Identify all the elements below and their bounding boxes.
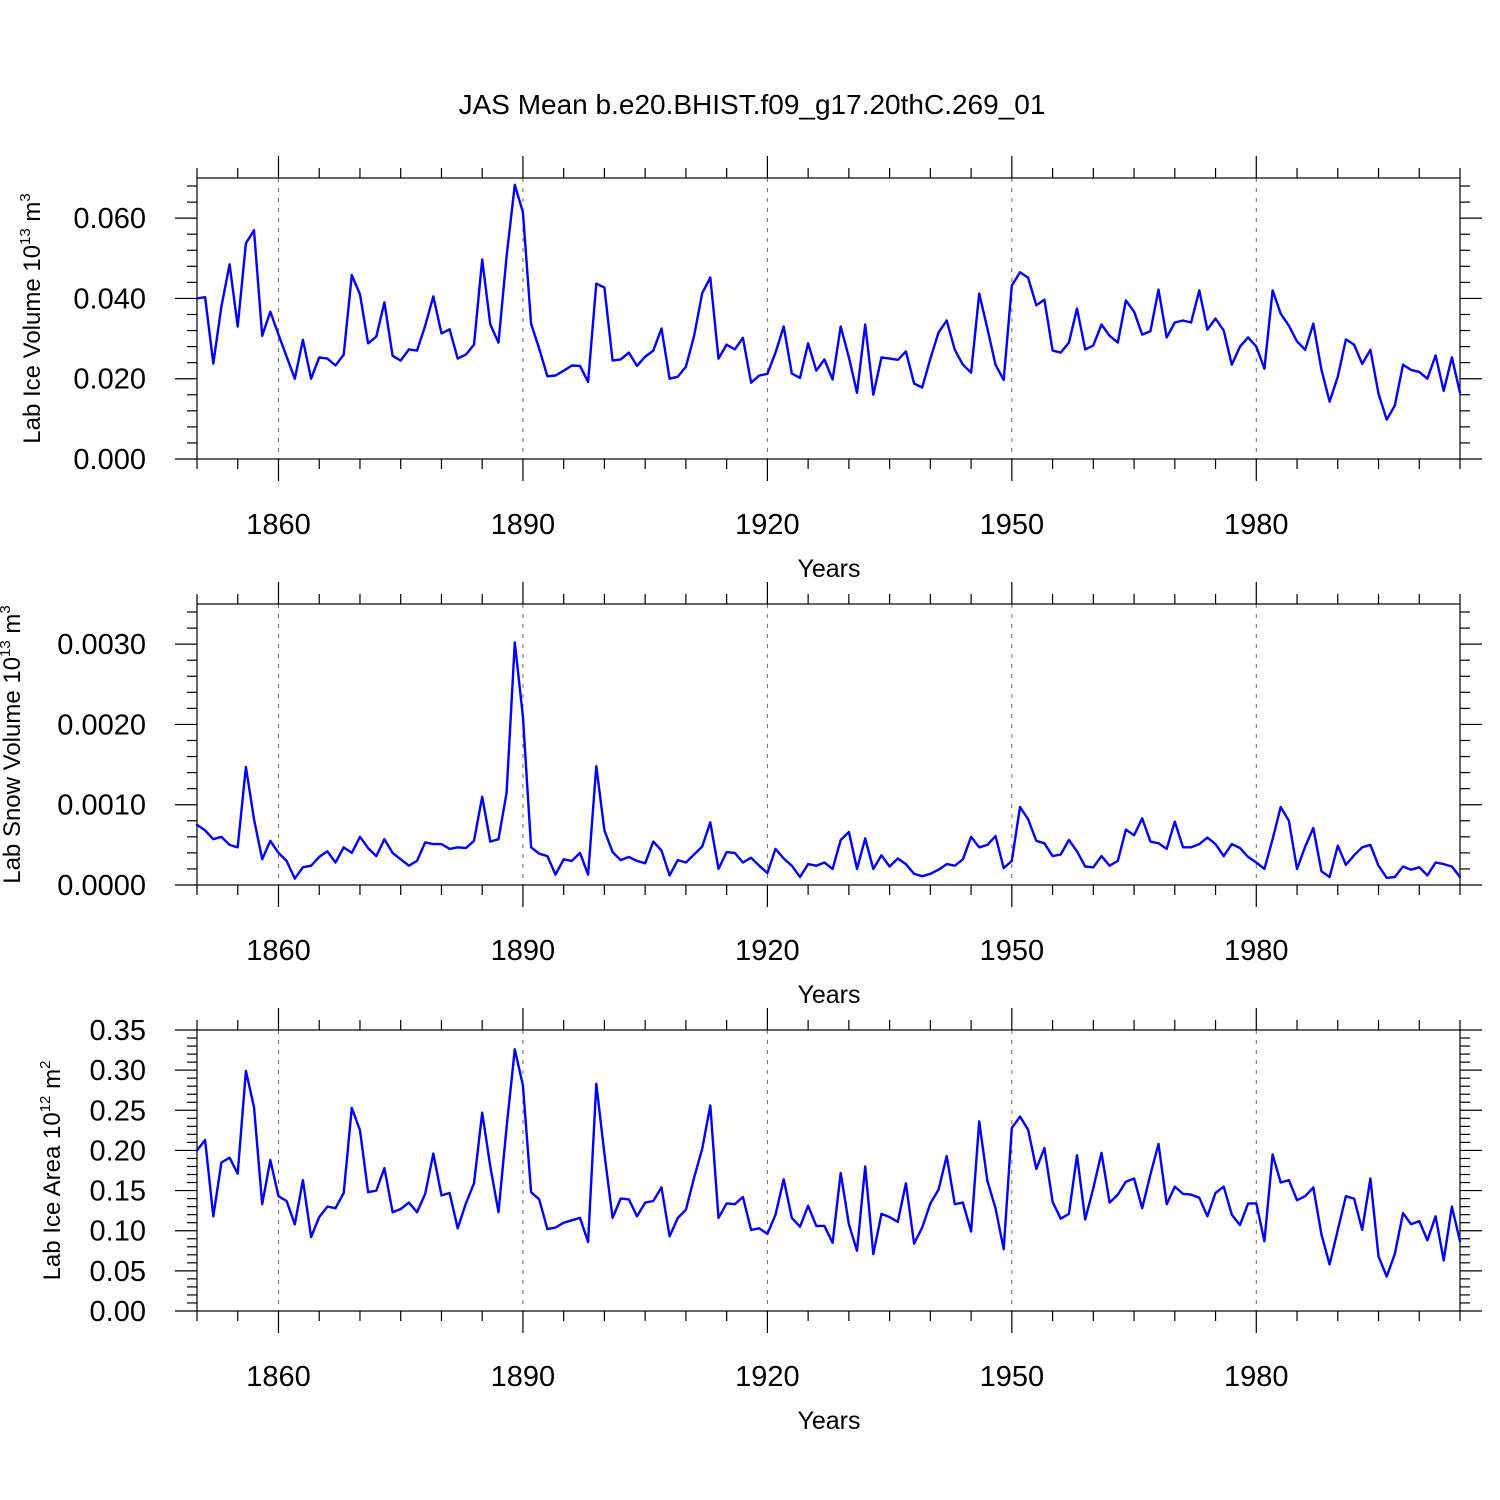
x-tick-label: 1950 <box>980 509 1045 541</box>
y-tick-label: 0.00 <box>90 1296 146 1328</box>
series-line-ice-area <box>195 1048 1462 1278</box>
y-tick-label: 0.05 <box>90 1256 146 1288</box>
y-tick-label: 0.020 <box>73 364 146 396</box>
y-tick-label: 0.040 <box>73 283 146 315</box>
y-axis-label: Lab Ice Area 1012 m2 <box>37 1061 66 1281</box>
x-axis-label: Years <box>797 1407 860 1435</box>
y-tick-label: 0.20 <box>90 1135 146 1167</box>
panel-ice-volume: 1860 1890 1920 1950 1980 0.000 0.020 0.040 0.060… <box>17 156 1482 583</box>
y-tick-label: 0.0010 <box>57 790 146 822</box>
x-tick-label: 1980 <box>1224 509 1289 541</box>
y-tick-label: 0.30 <box>90 1055 146 1087</box>
y-tick-label: 0.15 <box>90 1176 146 1208</box>
x-tick-label: 1890 <box>491 1361 556 1393</box>
y-axis-label: Lab Ice Volume 1013 m3 <box>17 193 46 444</box>
x-tick-label: 1860 <box>246 509 311 541</box>
plot-frame <box>196 603 1461 886</box>
y-tick-label: 0.060 <box>73 203 146 235</box>
x-tick-label: 1920 <box>735 935 800 967</box>
y-tick-label: 0.0030 <box>57 629 146 661</box>
panel-snow-volume: 1860 1890 1920 1950 1980 0.0000 0.0010 0.0020 0.… <box>0 582 1482 1009</box>
x-tick-label: 1920 <box>735 509 800 541</box>
plot-frame <box>196 177 1461 460</box>
y-axis-label: Lab Snow Volume 1013 m3 <box>0 605 26 884</box>
x-tick-label: 1980 <box>1224 1361 1289 1393</box>
x-tick-label: 1980 <box>1224 935 1289 967</box>
plot-frame <box>196 1029 1461 1312</box>
x-tick-label: 1920 <box>735 1361 800 1393</box>
x-tick-label: 1890 <box>491 935 556 967</box>
y-tick-label: 0.35 <box>90 1015 146 1047</box>
y-tick-label: 0.25 <box>90 1095 146 1127</box>
series-line-ice-volume <box>195 183 1462 421</box>
y-tick-label: 0.000 <box>73 444 146 476</box>
y-tick-label: 0.10 <box>90 1216 146 1248</box>
series-line-snow-volume <box>195 641 1462 880</box>
x-tick-label: 1860 <box>246 935 311 967</box>
chart-title: JAS Mean b.e20.BHIST.f09_g17.20thC.269_0… <box>459 89 1046 120</box>
x-axis-label: Years <box>797 555 860 583</box>
x-tick-label: 1890 <box>491 509 556 541</box>
y-tick-label: 0.0020 <box>57 709 146 741</box>
x-tick-label: 1950 <box>980 935 1045 967</box>
y-tick-label: 0.0000 <box>57 870 146 902</box>
x-tick-label: 1860 <box>246 1361 311 1393</box>
panel-ice-area: 1860 1890 1920 1950 1980 0.00 0.05 0.10 0.15 0.20… <box>37 1008 1482 1435</box>
x-axis-label: Years <box>797 981 860 1009</box>
x-tick-label: 1950 <box>980 1361 1045 1393</box>
